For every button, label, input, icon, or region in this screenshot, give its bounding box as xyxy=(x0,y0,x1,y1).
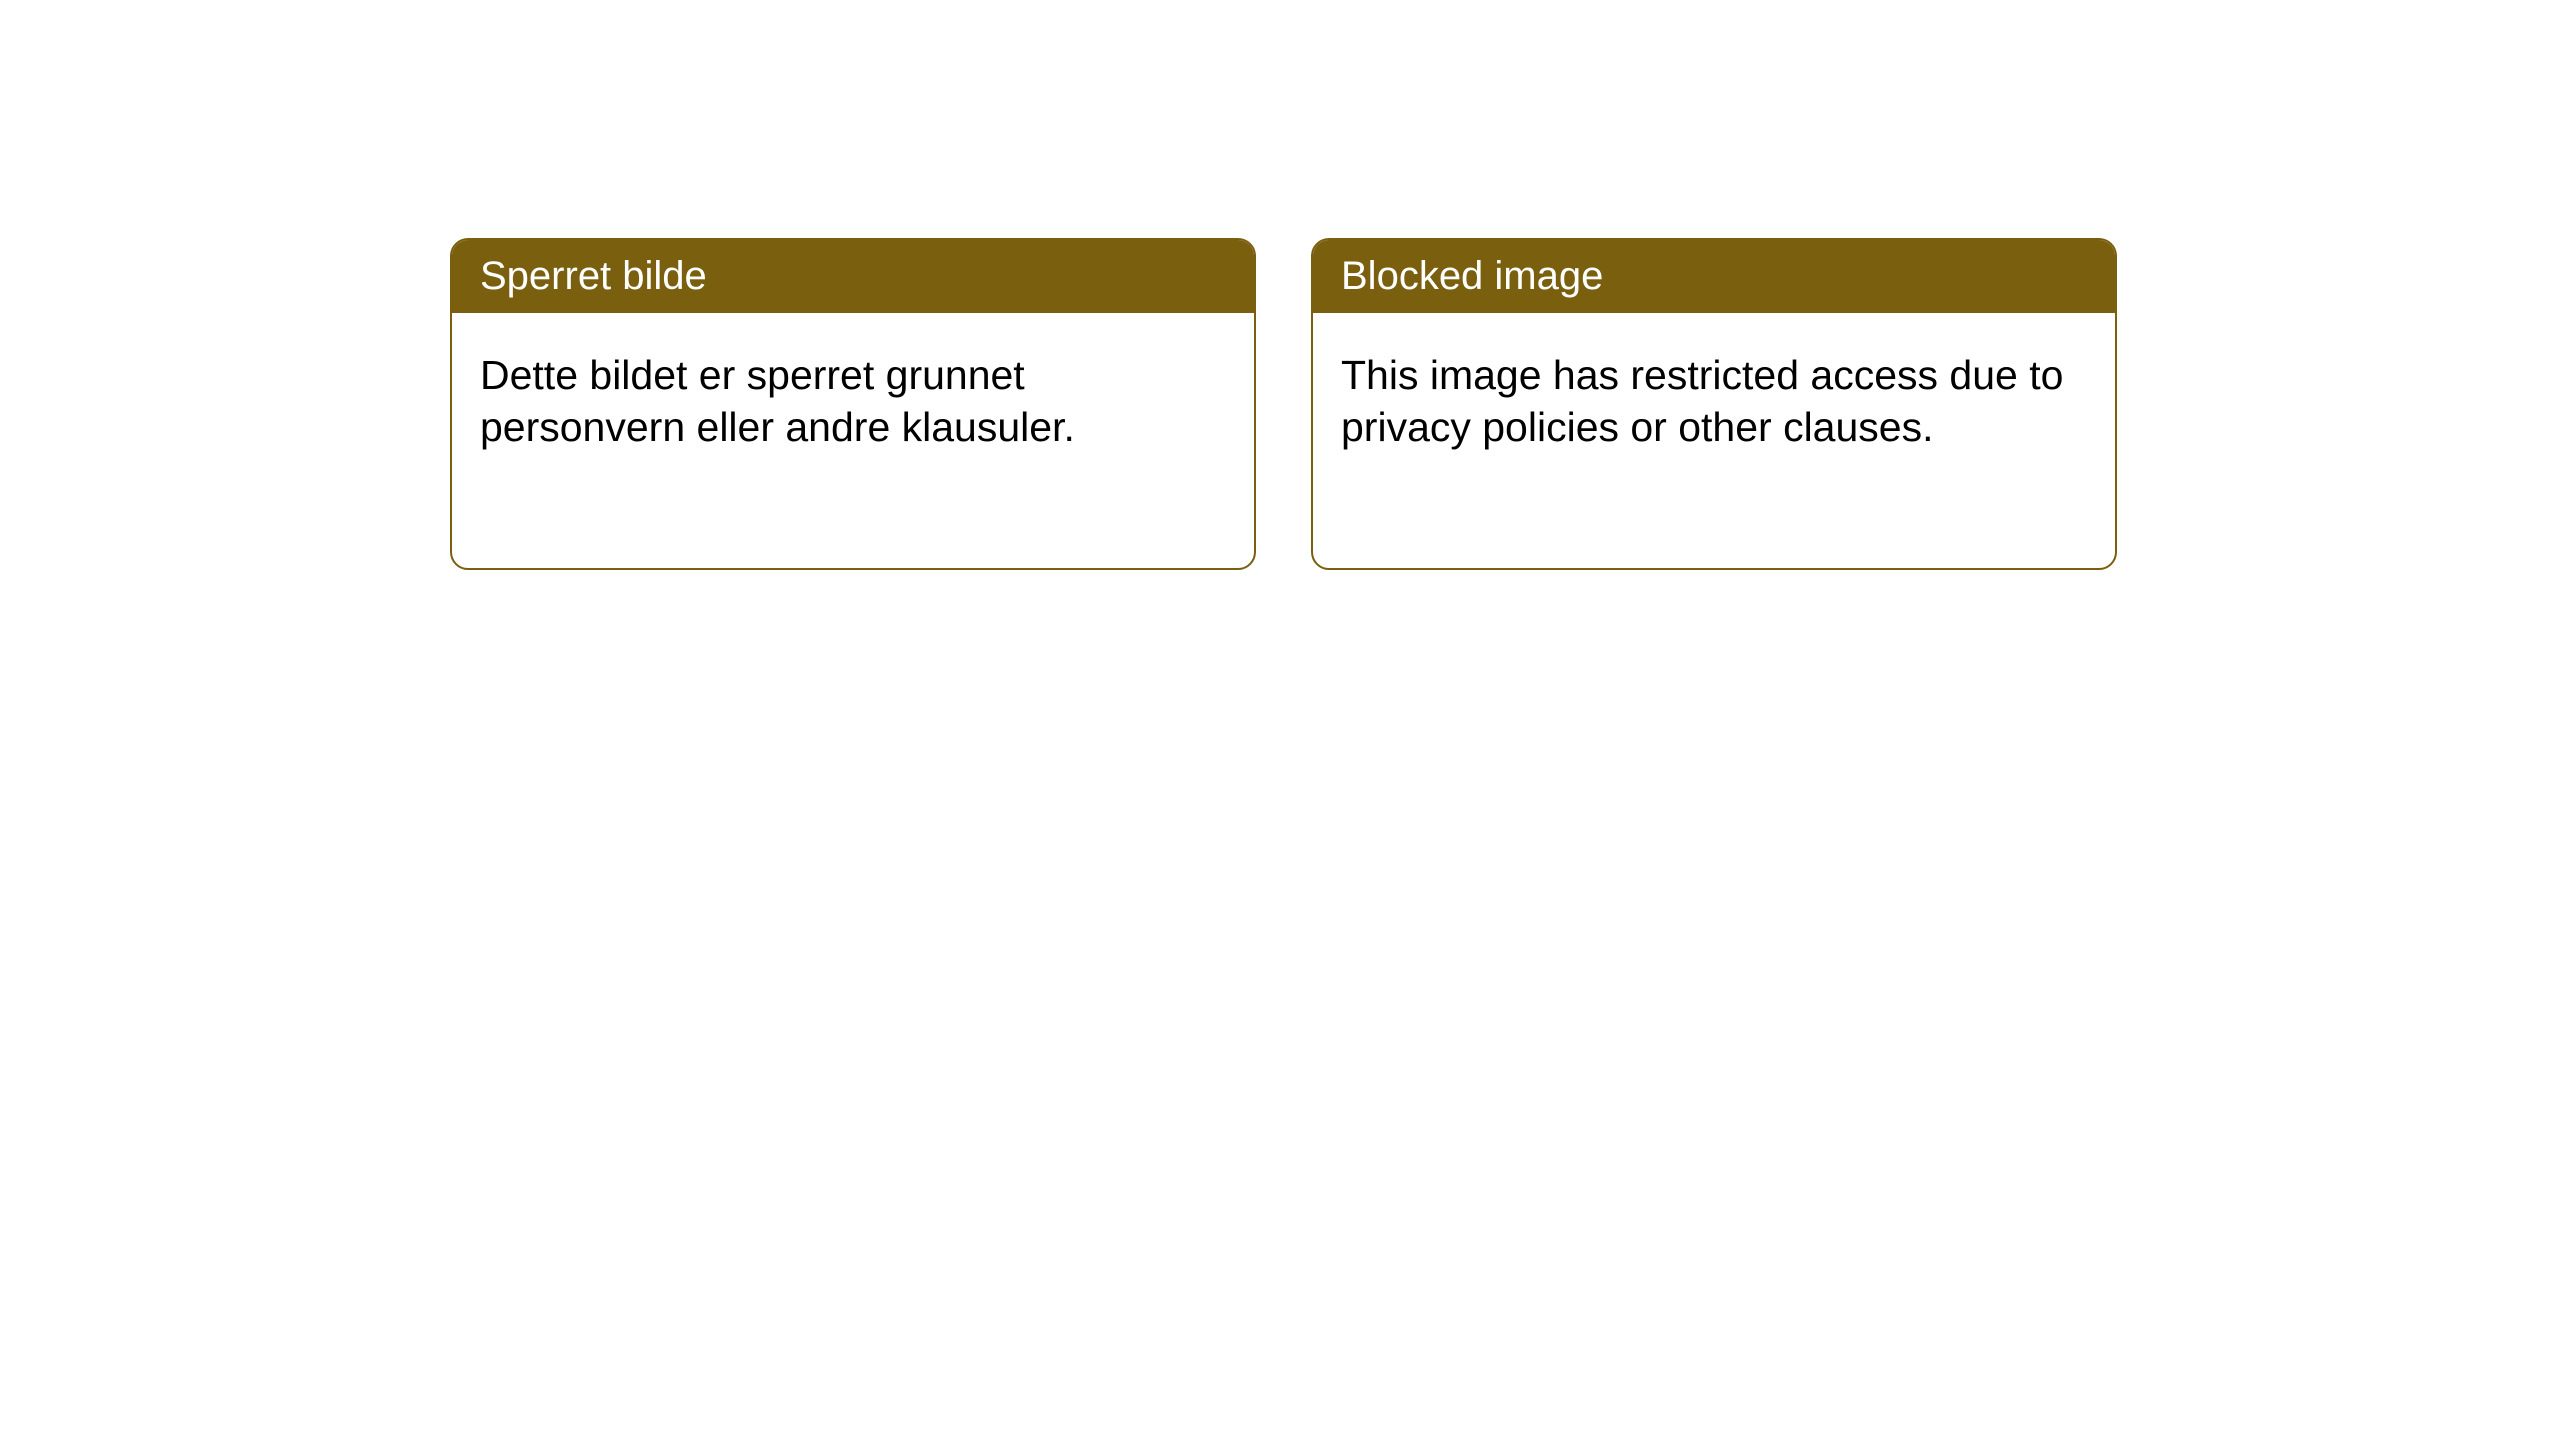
card-header-norwegian: Sperret bilde xyxy=(452,240,1254,313)
card-title-english: Blocked image xyxy=(1341,254,1603,298)
card-body-english: This image has restricted access due to … xyxy=(1313,313,2115,490)
card-text-norwegian: Dette bildet er sperret grunnet personve… xyxy=(480,352,1075,450)
card-body-norwegian: Dette bildet er sperret grunnet personve… xyxy=(452,313,1254,490)
card-norwegian: Sperret bilde Dette bildet er sperret gr… xyxy=(450,238,1256,570)
cards-container: Sperret bilde Dette bildet er sperret gr… xyxy=(450,238,2117,570)
card-english: Blocked image This image has restricted … xyxy=(1311,238,2117,570)
card-header-english: Blocked image xyxy=(1313,240,2115,313)
card-text-english: This image has restricted access due to … xyxy=(1341,352,2063,450)
card-title-norwegian: Sperret bilde xyxy=(480,254,707,298)
